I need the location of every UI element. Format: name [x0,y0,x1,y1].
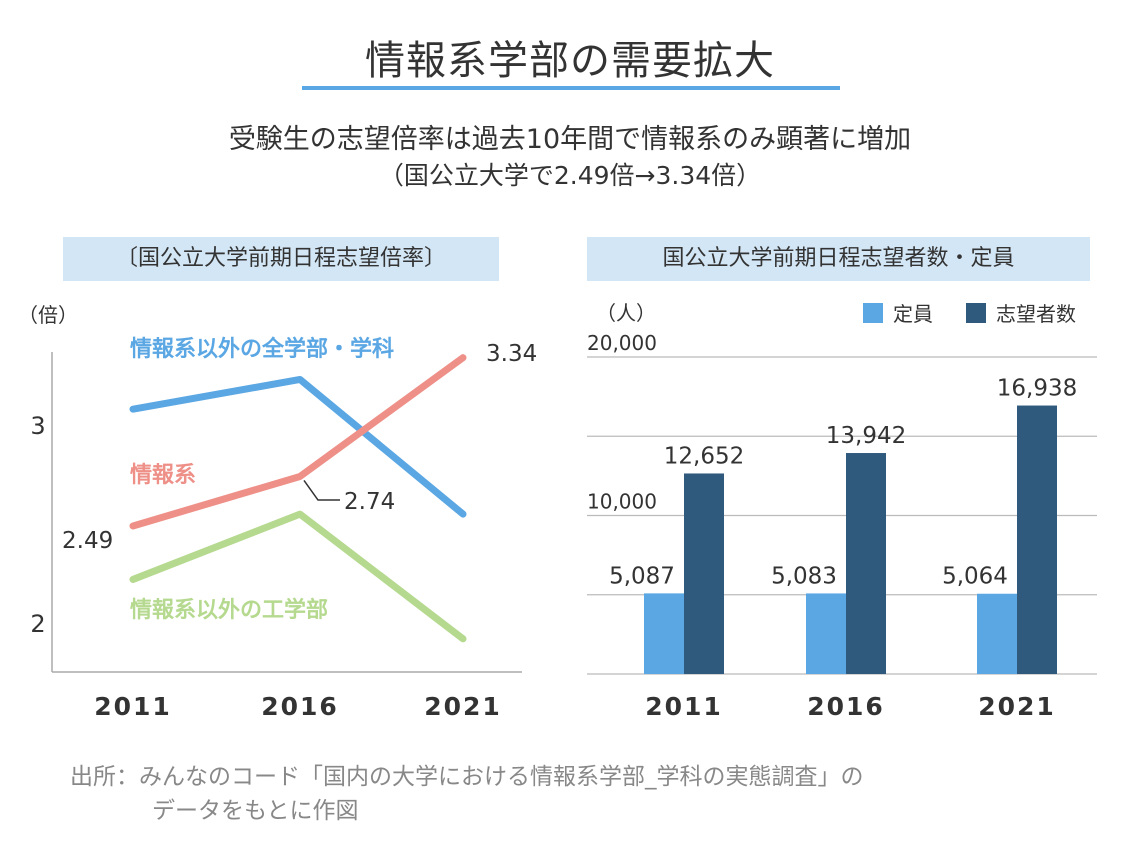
bar-chart: （人） 定員 志望者数 10,000 20,000 5,087 12,652 5,08… [587,301,1097,721]
bar-chart-x-tick: 2011 [645,692,723,721]
bar-applicants-2021 [1017,405,1057,674]
bar-value-label: 5,087 [609,563,675,589]
line-chart-x-tick: 2011 [94,692,172,721]
bar-chart-x-tick: 2021 [978,692,1056,721]
bar-value-label: 16,938 [997,376,1077,402]
source-note: 出所：みんなのコード「国内の大学における情報系学部_学科の実態調査」の [70,764,864,790]
line-chart-y-unit: （倍） [18,303,78,327]
bar-chart-x-tick: 2016 [807,692,885,721]
line-chart: （倍） 2 3 2011 2016 2021 情報系以外の全学部・学科情報系情報系以外… [18,303,537,721]
legend-label-capacity: 定員 [893,302,933,326]
line-chart-title: 〔国公立大学前期日程志望倍率〕 [63,237,499,281]
line-series-name-0: 情報系以外の全学部・学科 [130,336,394,362]
line-data-label-2016: 2.74 [344,489,395,515]
bar-chart-y-tick: 20,000 [587,331,657,355]
bar-value-label: 12,652 [664,443,744,469]
line-series-name-1: 情報系 [130,462,196,488]
bar-capacity-2021 [977,593,1017,674]
line-chart-y-tick: 2 [30,610,45,638]
bar-chart-title: 国公立大学前期日程志望者数・定員 [587,237,1090,281]
bar-applicants-2011 [684,473,724,674]
line-data-label-2011: 2.49 [62,528,113,554]
legend-label-applicants: 志望者数 [996,302,1076,326]
subtitle-line-2: （国公立大学で2.49倍→3.34倍） [378,161,762,190]
line-series-0 [129,375,467,518]
line-chart-y-tick: 3 [30,412,45,440]
line-chart-x-tick: 2021 [424,692,502,721]
title-underline [302,86,840,90]
line-series-name-2: 情報系以外の工学部 [130,597,328,623]
bar-value-label: 13,942 [826,423,906,449]
line-data-label-leader [303,480,340,501]
line-series-2 [129,510,467,643]
bar-value-label: 5,064 [942,564,1008,590]
bar-chart-y-tick: 10,000 [587,490,657,514]
line-series-1 [129,354,467,530]
bar-chart-y-unit: （人） [596,301,656,325]
subtitle-line-1: 受験生の志望倍率は過去10年間で情報系のみ顕著に増加 [228,124,912,155]
bar-value-label: 5,083 [771,563,837,589]
line-data-label-2021: 3.34 [486,341,537,367]
line-chart-x-tick: 2016 [261,692,339,721]
bar-capacity-2011 [644,593,684,674]
source-note-line-2: データをもとに作図 [152,798,359,824]
legend-swatch-applicants [966,303,986,323]
bar-capacity-2016 [806,593,846,674]
bar-applicants-2016 [846,453,886,674]
legend-swatch-capacity [863,303,883,323]
page-title: 情報系学部の需要拡大 [365,38,775,84]
